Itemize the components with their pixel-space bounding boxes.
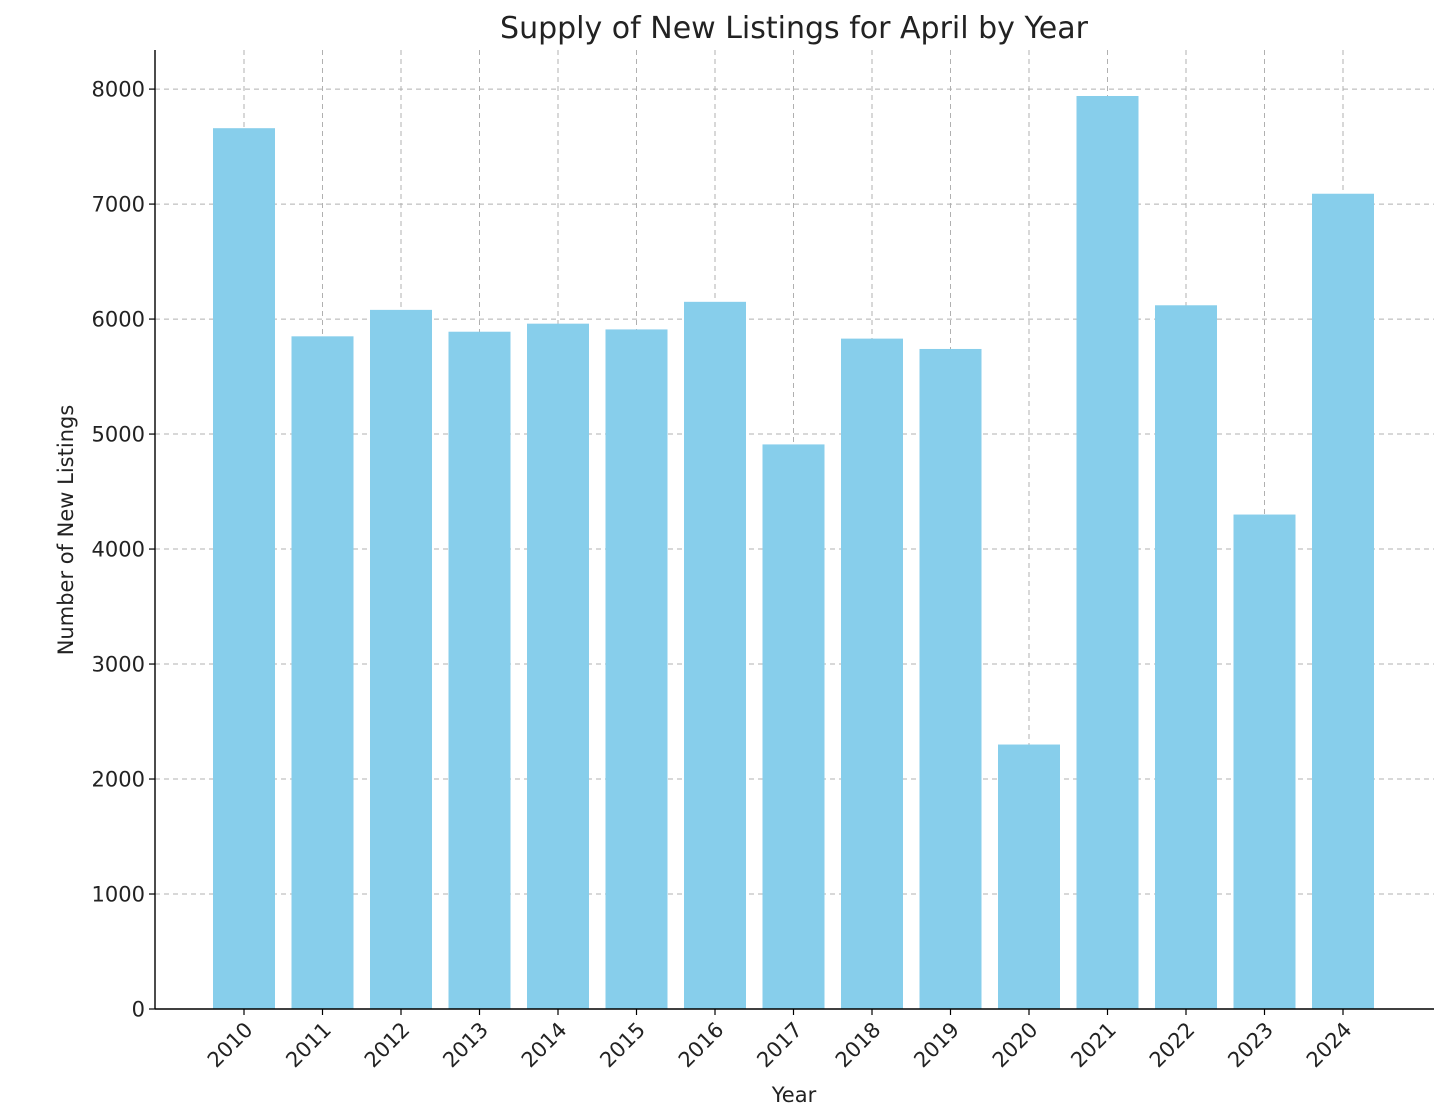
bar-2010 (213, 128, 275, 1010)
x-tick-label: 2013 (438, 1018, 493, 1073)
y-tick-label: 0 (132, 998, 145, 1022)
bar-2011 (291, 336, 354, 1009)
y-tick-label: 8000 (92, 78, 145, 102)
x-tick-label: 2011 (281, 1018, 336, 1073)
y-tick-label: 7000 (92, 193, 145, 217)
bar-2015 (605, 329, 668, 1009)
bar-2019 (919, 348, 982, 1009)
bar-2023 (1233, 514, 1296, 1009)
bar-2012 (370, 309, 432, 1009)
y-tick-label: 1000 (92, 883, 145, 907)
y-ticks: 0 1000 2000 3000 4000 5000 6000 7000 8000 (92, 78, 155, 1022)
bar-2017 (762, 444, 825, 1009)
x-tick-label: 2021 (1066, 1018, 1121, 1073)
x-tick-label: 2023 (1223, 1018, 1278, 1073)
y-tick-label: 2000 (92, 768, 145, 792)
bar-2014 (527, 323, 589, 1009)
bar-2018 (841, 338, 903, 1010)
y-tick-label: 4000 (92, 538, 145, 562)
bar-2024 (1312, 193, 1374, 1010)
x-tick-label: 2014 (517, 1018, 572, 1073)
x-tick-label: 2015 (595, 1018, 650, 1073)
y-tick-label: 6000 (92, 308, 145, 332)
x-tick-label: 2018 (831, 1018, 886, 1073)
x-axis-label: Year (771, 1083, 817, 1107)
bar-2022 (1155, 305, 1217, 1009)
x-tick-label: 2010 (203, 1018, 258, 1073)
chart-title: Supply of New Listings for April by Year (500, 11, 1089, 46)
y-tick-label: 5000 (92, 423, 145, 447)
bar-2013 (448, 331, 511, 1010)
x-ticks: 2010 2011 2012 2013 2014 2015 2016 2017 2018 2019… (203, 1009, 1357, 1072)
bar-2020 (998, 744, 1060, 1009)
x-tick-label: 2017 (752, 1018, 807, 1073)
x-tick-label: 2020 (988, 1018, 1043, 1073)
y-tick-label: 3000 (92, 653, 145, 677)
y-axis-label: Number of New Listings (54, 405, 78, 656)
x-tick-label: 2022 (1145, 1018, 1200, 1073)
bars (213, 95, 1374, 1010)
x-tick-label: 2019 (909, 1018, 964, 1073)
x-tick-label: 2012 (360, 1018, 415, 1073)
x-tick-label: 2016 (674, 1018, 729, 1073)
x-tick-label: 2024 (1302, 1018, 1357, 1073)
axes (154, 50, 1434, 1010)
bar-2021 (1076, 95, 1139, 1010)
bar-2016 (684, 301, 746, 1009)
